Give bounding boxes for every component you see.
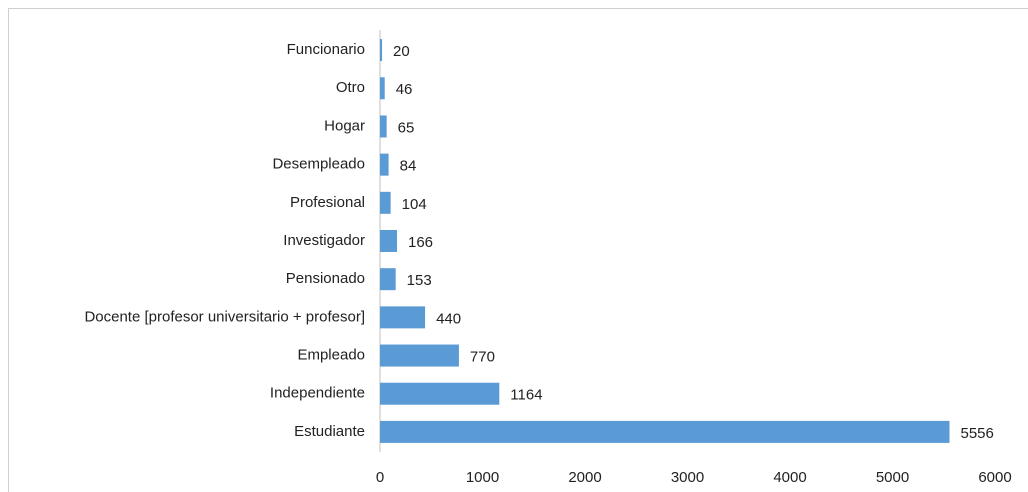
data-label: 5556 bbox=[960, 425, 993, 442]
y-tick-label: Docente [profesor universitario + profes… bbox=[84, 308, 365, 325]
y-tick-label: Desempleado bbox=[272, 156, 365, 173]
bar bbox=[380, 420, 950, 443]
y-tick-label: Investigador bbox=[283, 232, 365, 249]
data-label: 153 bbox=[407, 272, 432, 289]
y-tick-label: Pensionado bbox=[286, 270, 365, 287]
bar bbox=[380, 115, 387, 138]
chart-frame bbox=[8, 8, 1028, 492]
y-tick-label: Profesional bbox=[290, 194, 365, 211]
y-tick-label: Hogar bbox=[324, 117, 365, 134]
x-tick-label: 5000 bbox=[876, 469, 909, 486]
y-tick-label: Estudiante bbox=[294, 423, 365, 440]
y-tick-label: Funcionario bbox=[287, 41, 365, 58]
bar bbox=[380, 153, 389, 176]
data-label: 1164 bbox=[510, 387, 542, 404]
bar bbox=[380, 344, 459, 367]
data-label: 46 bbox=[396, 81, 413, 98]
data-label: 104 bbox=[402, 196, 427, 213]
bar bbox=[380, 306, 426, 329]
bar bbox=[380, 230, 398, 252]
bar bbox=[380, 382, 500, 405]
x-tick-label: 0 bbox=[376, 469, 384, 486]
data-label: 440 bbox=[436, 310, 461, 327]
bar bbox=[380, 39, 383, 62]
bar bbox=[380, 268, 396, 291]
x-tick-label: 6000 bbox=[978, 469, 1011, 486]
data-label: 84 bbox=[400, 158, 417, 175]
data-label: 20 bbox=[393, 43, 410, 60]
y-tick-label: Empleado bbox=[297, 347, 365, 364]
bar bbox=[380, 191, 391, 214]
data-label: 166 bbox=[408, 234, 433, 251]
bar bbox=[380, 77, 385, 100]
y-tick-label: Otro bbox=[336, 79, 365, 96]
x-tick-label: 2000 bbox=[568, 469, 601, 486]
data-label: 770 bbox=[470, 349, 495, 366]
x-tick-label: 3000 bbox=[671, 469, 704, 486]
x-tick-label: 1000 bbox=[466, 469, 499, 486]
y-tick-label: Independiente bbox=[270, 385, 365, 402]
x-tick-label: 4000 bbox=[773, 469, 806, 486]
data-label: 65 bbox=[398, 119, 415, 136]
